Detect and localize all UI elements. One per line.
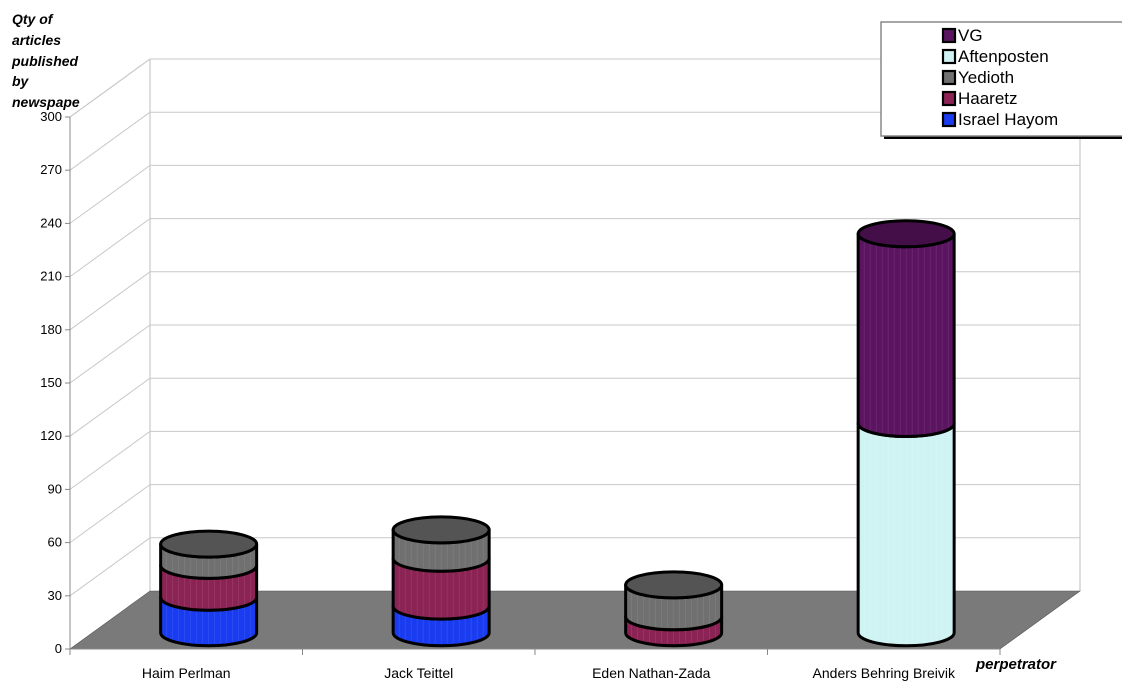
legend-label-1: Aftenposten [958, 47, 1049, 66]
legend-label-2: Yedioth [958, 68, 1014, 87]
x-axis-title: perpetrator [975, 656, 1057, 673]
legend-label-3: Haaretz [958, 89, 1018, 108]
bar-cap-0 [159, 529, 259, 559]
y-tick-label-2: 60 [48, 535, 62, 550]
y-tick-label-0: 0 [55, 641, 62, 656]
bar-cap-3 [856, 219, 956, 249]
legend: VG Aftenposten Yedioth Haaretz Israel Hayom [880, 21, 1122, 139]
legend-swatch-3 [941, 90, 957, 107]
gridline-side-1 [69, 537, 151, 597]
legend-swatch-1 [941, 48, 957, 65]
y-tick-label-5: 150 [40, 375, 62, 390]
y-axis-title-line-5: newspape [12, 94, 80, 110]
y-axis-title-line-3: published [11, 53, 79, 69]
legend-swatch-2 [941, 69, 957, 86]
bar-group-2 [624, 570, 724, 648]
y-axis-title-line-4: by [12, 73, 30, 89]
legend-label-4: Israel Hayom [958, 110, 1058, 129]
legend-swatch-0 [941, 27, 957, 44]
legend-swatch-4 [941, 111, 957, 128]
y-tick-label-1: 30 [48, 588, 62, 603]
y-axis-title-line-2: articles [12, 32, 61, 48]
y-tick-label-6: 180 [40, 322, 62, 337]
gridline-side-3 [69, 430, 151, 490]
y-tick-label-8: 240 [40, 215, 62, 230]
y-tick-label-7: 210 [40, 269, 62, 284]
gridline-side-5 [69, 324, 151, 384]
legend-box [880, 21, 1122, 137]
bars [159, 219, 956, 648]
x-axis: Haim Perlman Jack Teittel Eden Nathan-Zada… [69, 648, 1001, 681]
bar-group-3 [856, 219, 956, 648]
y-axis-title-line-1: Qty of [12, 11, 54, 27]
axis-labels: Qty of articles published by newspape pe… [11, 11, 1057, 673]
gridline-side-10 [69, 58, 151, 118]
gridline-side-4 [69, 377, 151, 437]
bar-cap-1 [391, 515, 491, 545]
x-tick-label-1: Jack Teittel [384, 665, 453, 681]
y-tick-label-9: 270 [40, 162, 62, 177]
y-tick-label-4: 120 [40, 428, 62, 443]
gridline-side-2 [69, 484, 151, 544]
bar-group-1 [391, 515, 491, 648]
bar-cap-2 [624, 570, 724, 600]
gridline-side-7 [69, 218, 151, 278]
x-tick-label-2: Eden Nathan-Zada [592, 665, 711, 681]
gridline-side-8 [69, 164, 151, 224]
x-tick-label-0: Haim Perlman [142, 665, 231, 681]
y-tick-label-3: 90 [48, 481, 62, 496]
gridline-side-9 [69, 111, 151, 171]
bar-group-0 [159, 529, 259, 648]
y-tick-label-10: 300 [40, 109, 62, 124]
legend-label-0: VG [958, 26, 983, 45]
x-tick-label-3: Anders Behring Breivik [813, 665, 956, 681]
y-axis: 0 30 60 90 120 150 180 210 240 270 300 [40, 109, 71, 656]
gridline-side-6 [69, 271, 151, 331]
